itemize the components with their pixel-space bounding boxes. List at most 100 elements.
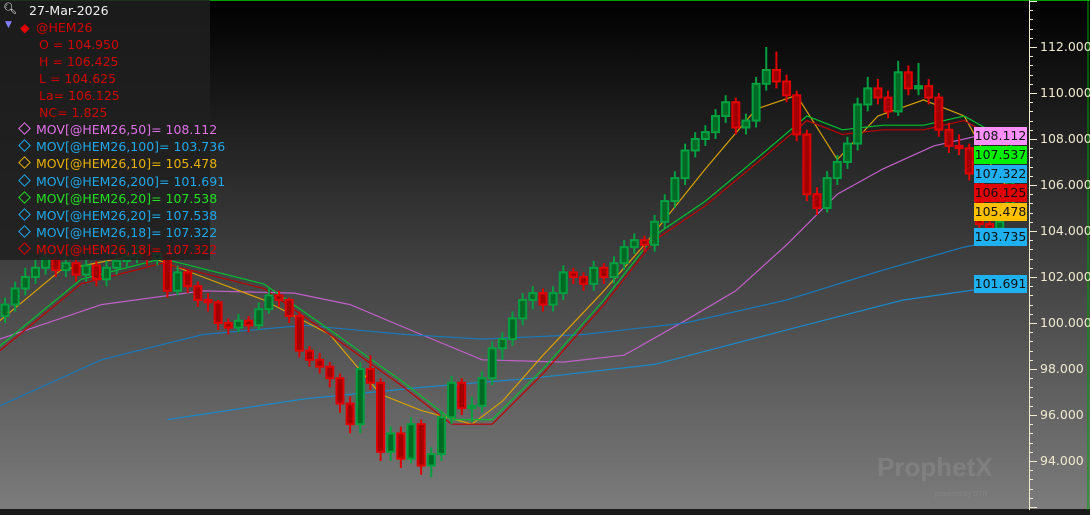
candle-body — [365, 368, 375, 384]
candle-body — [599, 266, 609, 278]
candle-body — [670, 177, 680, 203]
candle-body — [203, 299, 213, 304]
bottom-scrollbar[interactable] — [0, 509, 1090, 515]
candle — [964, 143, 974, 181]
candle — [457, 378, 467, 415]
symbol-diamond-icon: ◆ — [20, 20, 30, 35]
candle-body — [233, 319, 243, 329]
candle — [711, 109, 720, 139]
candle — [721, 95, 731, 123]
candle — [914, 63, 923, 96]
legend-item-label: MOV[@HEM26,18]= 107.322 — [36, 242, 218, 258]
moving-average-line — [0, 115, 1016, 421]
candle-body — [771, 69, 781, 83]
candle — [315, 352, 325, 374]
candle — [213, 300, 223, 330]
legend-item-label: MOV[@HEM26,200]= 101.691 — [36, 173, 226, 189]
candle-body — [223, 322, 233, 329]
candle-body — [264, 294, 274, 311]
candle — [731, 97, 741, 135]
collapse-triangle-icon[interactable]: ▼ — [5, 20, 12, 30]
last-value: La= 106.125 — [39, 88, 120, 103]
candle — [173, 265, 183, 296]
legend-item[interactable]: MOV[@HEM26,10]= 105.478 — [18, 156, 218, 172]
candle-body — [832, 161, 842, 180]
candle-body — [751, 82, 761, 122]
candle-body — [944, 128, 954, 147]
candle — [91, 260, 101, 287]
candle-body — [548, 292, 558, 306]
candle — [518, 293, 528, 326]
candle — [335, 373, 345, 413]
date-label: 27-Mar-2026 — [29, 3, 109, 18]
diamond-icon — [18, 190, 31, 204]
candle — [396, 426, 406, 468]
legend-item-label: MOV[@HEM26,18]= 107.322 — [36, 225, 218, 241]
zoom-icon[interactable]: 🔍︎ — [3, 2, 17, 15]
price-box: 108.112 — [974, 127, 1027, 146]
candle — [741, 113, 751, 135]
candle-body — [650, 220, 660, 246]
candle — [20, 267, 30, 296]
y-tick-label: 108.000 — [1040, 131, 1090, 146]
candle-body — [863, 87, 873, 106]
candle — [416, 419, 426, 475]
candle — [386, 426, 396, 461]
candle-body — [934, 96, 944, 131]
candle-body — [345, 402, 355, 426]
candle-body — [497, 338, 507, 350]
candle-body — [802, 133, 812, 196]
legend-item[interactable]: MOV[@HEM26,200]= 101.691 — [18, 173, 226, 189]
candle — [81, 258, 91, 282]
candle — [508, 311, 517, 346]
candle-body — [102, 266, 111, 281]
candle-body — [579, 276, 589, 285]
prophetx-watermark: ProphetX powered by DTN — [877, 452, 993, 498]
legend-item[interactable]: MOV[@HEM26,18]= 107.322 — [18, 242, 218, 258]
moving-average-line — [0, 133, 1015, 363]
candle — [751, 76, 761, 128]
candle-body — [731, 101, 741, 129]
candle-body — [700, 131, 710, 141]
y-tick-label: 110.000 — [1040, 85, 1090, 100]
candle — [802, 129, 812, 202]
candle-body — [660, 200, 670, 223]
candle-body — [721, 101, 731, 117]
candle — [497, 332, 507, 360]
candle — [183, 270, 193, 294]
candle — [680, 143, 690, 185]
candle-body — [538, 292, 548, 306]
candle-body — [0, 303, 10, 318]
candle-body — [873, 87, 883, 99]
candle-body — [284, 299, 294, 318]
legend-item[interactable]: MOV[@HEM26,18]= 107.322 — [18, 225, 218, 241]
candle — [609, 256, 619, 284]
candle — [426, 447, 436, 478]
candle-body — [619, 246, 629, 265]
candle-body — [91, 264, 101, 281]
candle-body — [690, 138, 700, 152]
legend-item[interactable]: MOV[@HEM26,20]= 107.538 — [18, 208, 217, 223]
candle-body — [396, 432, 406, 460]
legend-item[interactable]: MOV[@HEM26,50]= 108.112 — [18, 122, 217, 137]
price-box: 101.691 — [974, 275, 1027, 294]
candle-body — [20, 276, 30, 290]
candle-body — [568, 271, 578, 278]
candle-body — [213, 301, 223, 324]
diamond-icon — [18, 242, 31, 256]
moving-average-line — [167, 283, 1015, 421]
candle-body — [964, 147, 974, 175]
candle-body — [903, 71, 913, 90]
legend-item[interactable]: MOV[@HEM26,100]= 103.736 — [18, 139, 226, 155]
svg-text:ProphetX: ProphetX — [877, 452, 993, 482]
candle — [305, 346, 314, 367]
candle — [467, 396, 477, 422]
legend-item-label: MOV[@HEM26,10]= 105.478 — [36, 156, 218, 172]
candle — [487, 341, 497, 386]
candle-body — [71, 262, 81, 276]
legend-item[interactable]: MOV[@HEM26,20]= 107.538 — [18, 190, 217, 206]
y-tick-label: 96.000 — [1040, 407, 1084, 422]
candle — [71, 256, 81, 282]
candle-body — [386, 432, 396, 453]
legend-item-label: MOV[@HEM26,100]= 103.736 — [36, 139, 226, 155]
